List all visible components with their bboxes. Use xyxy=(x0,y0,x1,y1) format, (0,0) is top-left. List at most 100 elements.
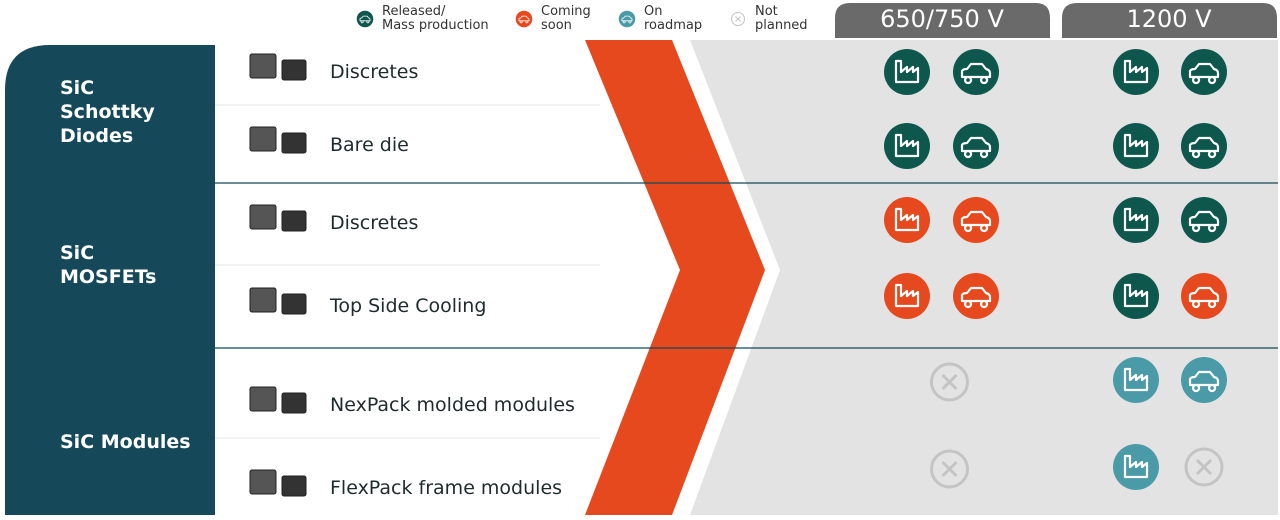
icon-x xyxy=(1195,458,1213,476)
status-icon xyxy=(1181,49,1227,95)
product-image xyxy=(281,293,307,315)
icon-circle xyxy=(356,10,374,28)
group-label: SiC MOSFETs xyxy=(60,242,157,288)
factory-glyph xyxy=(894,207,920,232)
product-image xyxy=(249,53,277,79)
product-image xyxy=(281,59,307,81)
icon-x xyxy=(941,373,958,391)
status-icon xyxy=(1113,444,1159,490)
car-glyph xyxy=(1188,62,1220,85)
status-icon xyxy=(1113,357,1159,403)
legend-label: On roadmap xyxy=(644,4,703,33)
column-header: 1200 V xyxy=(1126,5,1212,33)
product-label: FlexPack frame modules xyxy=(330,477,563,499)
icon-circle xyxy=(953,49,999,95)
product-image xyxy=(281,475,307,497)
factory-glyph xyxy=(1123,367,1149,392)
icon-circle xyxy=(618,10,636,28)
icon-circle xyxy=(515,10,533,28)
product-image xyxy=(281,210,307,232)
group-label: SiC Modules xyxy=(60,431,191,453)
column-header: 650/750 V xyxy=(880,5,1004,33)
car-glyph xyxy=(960,62,992,85)
chevron xyxy=(585,40,765,515)
factory-glyph xyxy=(894,59,920,84)
icon-circle xyxy=(1181,357,1227,403)
factory-glyph xyxy=(1123,133,1149,158)
legend-swatch xyxy=(359,15,371,24)
status-icon xyxy=(1113,49,1159,95)
status-icon xyxy=(953,273,999,319)
icon-circle xyxy=(1181,197,1227,243)
product-label: Top Side Cooling xyxy=(330,295,487,317)
status-icon xyxy=(1113,273,1159,319)
status-icon xyxy=(730,11,746,27)
icon-x xyxy=(735,16,741,22)
car-glyph xyxy=(960,136,992,159)
product-image xyxy=(249,287,277,313)
column-tab xyxy=(835,3,1050,38)
car-glyph xyxy=(1188,370,1220,393)
status-icon xyxy=(1181,273,1227,319)
legend-swatch xyxy=(518,15,530,24)
factory-glyph xyxy=(1123,454,1149,479)
status-icon xyxy=(1113,197,1159,243)
factory-glyph xyxy=(894,283,920,308)
product-label: Discretes xyxy=(330,61,419,83)
icon-circle xyxy=(930,362,969,402)
product-image xyxy=(281,392,307,414)
icon-circle xyxy=(930,449,969,489)
car-glyph xyxy=(960,286,992,309)
car-glyph xyxy=(1188,210,1220,233)
group-panel xyxy=(5,45,215,515)
car-glyph xyxy=(960,210,992,233)
column-tab xyxy=(1062,3,1277,38)
icon-circle xyxy=(1181,49,1227,95)
product-image xyxy=(249,204,277,230)
status-icon xyxy=(618,10,636,28)
status-icon xyxy=(1184,447,1224,487)
car-glyph xyxy=(1188,136,1220,159)
factory-glyph xyxy=(1123,207,1149,232)
factory-glyph xyxy=(1123,59,1149,84)
status-icon xyxy=(884,273,930,319)
legend-label: Released/ Mass production xyxy=(382,4,489,33)
status-icon xyxy=(1113,123,1159,169)
product-label: NexPack molded modules xyxy=(330,394,575,416)
status-icon xyxy=(953,197,999,243)
status-icon xyxy=(1181,197,1227,243)
status-icon xyxy=(1181,123,1227,169)
status-icon xyxy=(1181,357,1227,403)
icon-circle xyxy=(953,123,999,169)
status-icon xyxy=(930,449,969,489)
legend-label: Not planned xyxy=(755,4,808,33)
icon-circle xyxy=(1184,447,1224,487)
icon-circle xyxy=(953,273,999,319)
legend-swatch xyxy=(621,15,633,24)
car-glyph xyxy=(1188,286,1220,309)
product-image xyxy=(281,132,307,154)
icon-circle xyxy=(1181,123,1227,169)
factory-glyph xyxy=(1123,283,1149,308)
status-icon xyxy=(930,362,969,402)
product-image xyxy=(249,469,277,495)
product-label: Discretes xyxy=(330,212,419,234)
icon-circle xyxy=(1181,273,1227,319)
factory-glyph xyxy=(894,133,920,158)
icon-circle xyxy=(730,11,746,27)
legend-label: Coming soon xyxy=(541,4,591,33)
status-icon xyxy=(953,123,999,169)
status-icon xyxy=(356,10,374,28)
status-icon xyxy=(884,197,930,243)
chevron-gap xyxy=(560,40,780,515)
status-icon xyxy=(884,123,930,169)
group-label: SiC Schottky Diodes xyxy=(60,77,155,147)
icon-circle xyxy=(953,197,999,243)
product-image xyxy=(249,386,277,412)
icon-x xyxy=(941,460,958,478)
status-icon xyxy=(515,10,533,28)
product-image xyxy=(249,126,277,152)
status-icon xyxy=(884,49,930,95)
